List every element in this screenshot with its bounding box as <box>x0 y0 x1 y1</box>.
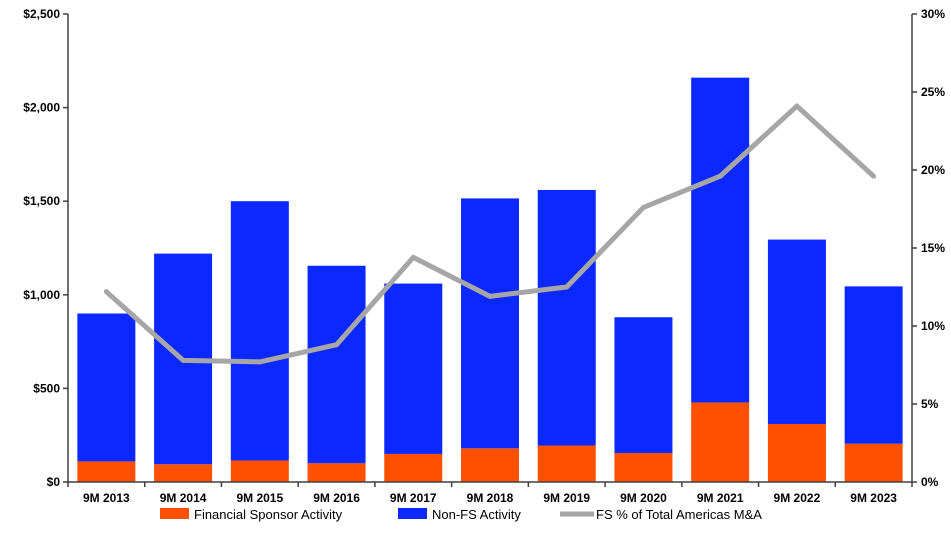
bar-fs-7 <box>614 452 673 482</box>
bar-fs-4 <box>384 453 443 482</box>
y-left-tick-label: $500 <box>33 381 60 395</box>
x-tick-label: 9M 2020 <box>620 491 667 505</box>
x-tick-label: 9M 2016 <box>313 491 360 505</box>
line-point-5 <box>487 293 493 299</box>
line-layer <box>103 103 877 365</box>
line-point-0 <box>103 289 109 295</box>
bar-non-fs-8 <box>691 77 750 403</box>
bar-non-fs-0 <box>77 313 136 462</box>
bar-non-fs-6 <box>537 189 596 446</box>
y-right-tick-label: 10% <box>921 319 945 333</box>
y-right-tick-label: 30% <box>921 7 945 21</box>
y-right-tick-label: 25% <box>921 85 945 99</box>
legend-swatch-1 <box>398 508 427 519</box>
legend-swatch-0 <box>160 508 189 519</box>
legend-label-0: Financial Sponsor Activity <box>194 507 343 522</box>
y-right-tick-label: 20% <box>921 163 945 177</box>
bar-fs-9 <box>767 423 826 482</box>
bar-non-fs-3 <box>307 265 366 464</box>
bar-fs-10 <box>844 443 903 482</box>
bar-fs-8 <box>691 402 750 482</box>
bar-non-fs-9 <box>767 239 826 424</box>
x-tick-label: 9M 2013 <box>83 491 130 505</box>
x-tick-label: 9M 2014 <box>160 491 207 505</box>
bar-fs-5 <box>461 448 519 482</box>
line-point-6 <box>564 284 570 290</box>
bar-fs-3 <box>307 463 366 482</box>
y-left-tick-label: $2,500 <box>23 7 60 21</box>
y-right-tick-label: 5% <box>921 397 939 411</box>
line-point-8 <box>717 173 723 179</box>
legend-label-2: FS % of Total Americas M&A <box>596 507 762 522</box>
legend: Financial Sponsor Activity Non-FS Activit… <box>160 507 762 522</box>
y-left-tick-label: $0 <box>47 475 61 489</box>
y-left-tick-label: $2,000 <box>23 101 60 115</box>
x-tick-label: 9M 2019 <box>543 491 590 505</box>
x-tick-label: 9M 2023 <box>850 491 897 505</box>
axes-layer: $0 $500 $1,000 $1,500 $2,000 $2,500 0% 5% 10% 15%… <box>23 7 945 505</box>
line-point-1 <box>180 357 186 363</box>
line-point-2 <box>257 359 263 365</box>
bar-fs-1 <box>154 464 213 482</box>
x-tick-label: 9M 2022 <box>774 491 821 505</box>
bar-non-fs-2 <box>230 201 289 461</box>
line-point-4 <box>410 254 416 260</box>
bar-fs-6 <box>537 445 596 482</box>
y-right-tick-label: 15% <box>921 241 945 255</box>
x-tick-label: 9M 2021 <box>697 491 744 505</box>
legend-label-1: Non-FS Activity <box>432 507 521 522</box>
line-point-9 <box>794 103 800 109</box>
bar-fs-0 <box>77 461 136 482</box>
x-tick-label: 9M 2015 <box>236 491 283 505</box>
x-tick-label: 9M 2017 <box>390 491 437 505</box>
line-point-3 <box>334 342 340 348</box>
y-right-tick-label: 0% <box>921 475 939 489</box>
bar-non-fs-10 <box>844 286 903 444</box>
bar-non-fs-5 <box>461 198 519 449</box>
bar-non-fs-7 <box>614 317 673 453</box>
x-tick-label: 9M 2018 <box>467 491 514 505</box>
bar-non-fs-4 <box>384 283 443 454</box>
bars-layer <box>77 77 903 482</box>
bar-fs-2 <box>230 460 289 482</box>
y-left-tick-label: $1,000 <box>23 288 60 302</box>
line-point-7 <box>640 204 646 210</box>
line-point-10 <box>871 173 877 179</box>
y-left-tick-label: $1,500 <box>23 194 60 208</box>
